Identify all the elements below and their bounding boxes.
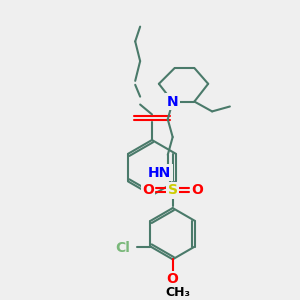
Text: HN: HN [148,166,172,180]
Text: S: S [168,183,178,197]
Text: Cl: Cl [116,242,130,256]
Text: N: N [167,94,178,109]
Text: O: O [191,183,203,197]
Text: O: O [167,272,178,286]
Text: CH₃: CH₃ [165,286,190,299]
Text: O: O [142,183,154,197]
